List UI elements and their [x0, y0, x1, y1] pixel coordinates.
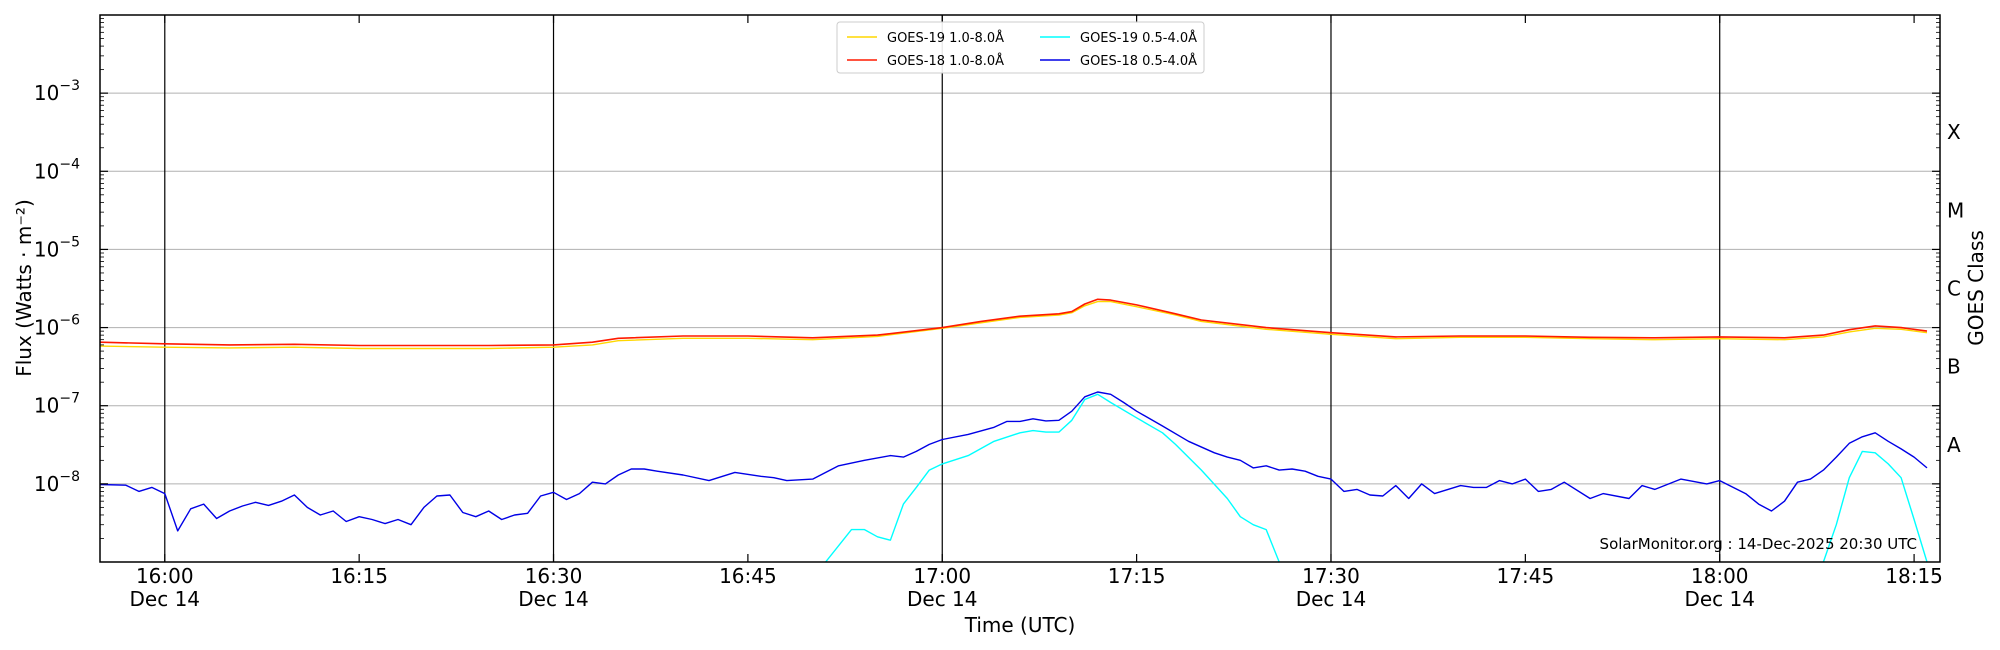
y-tick-label: 10−5: [34, 234, 80, 261]
y-axis-title: Flux (Watts · m⁻²): [12, 199, 36, 377]
x-axis-title: Time (UTC): [964, 613, 1076, 637]
y-tick-label-base: 10: [34, 394, 59, 418]
x-tick-label: 18:00: [1691, 564, 1749, 588]
x-tick-label: 17:00: [913, 564, 971, 588]
x-tick-sublabel: Dec 14: [518, 587, 589, 611]
y-tick-label: 10−3: [34, 78, 80, 105]
legend-label: GOES-18 0.5-4.0Å: [1080, 53, 1197, 69]
x-tick-label: 16:30: [525, 564, 583, 588]
y-tick-label-exponent: −3: [59, 78, 80, 94]
x-tick-sublabel: Dec 14: [1296, 587, 1367, 611]
goes-class-label: M: [1947, 198, 1964, 222]
legend-label: GOES-19 0.5-4.0Å: [1080, 30, 1197, 46]
x-tick-sublabel: Dec 14: [130, 587, 201, 611]
x-tick-label: 16:00: [136, 564, 194, 588]
y-tick-label: 10−6: [34, 313, 80, 340]
series-line-4: [100, 391, 1928, 532]
legend-label: GOES-18 1.0-8.0Å: [887, 53, 1004, 69]
legend-box: [836, 21, 1205, 74]
y-tick-label-exponent: −7: [59, 391, 80, 407]
series-line-3: [825, 393, 1280, 562]
legend-label: GOES-19 1.0-8.0Å: [887, 30, 1004, 46]
y-tick-label-exponent: −4: [59, 156, 80, 172]
x-tick-sublabel: Dec 14: [907, 587, 978, 611]
y-tick-label-base: 10: [34, 472, 59, 496]
plot-frame: [99, 14, 1941, 563]
goes-class-label: C: [1947, 277, 1961, 301]
y-tick-label-exponent: −6: [59, 313, 80, 329]
series-line-1: [100, 300, 1928, 350]
grid: [100, 92, 1940, 485]
goes-class-label: X: [1947, 120, 1961, 144]
y-tick-label: 10−4: [34, 156, 80, 183]
x-tick-label: 17:45: [1497, 564, 1555, 588]
goes-class-label: B: [1947, 355, 1961, 379]
day-gridlines: [164, 15, 1721, 562]
series-lines: [100, 298, 1928, 562]
goes-class-label: A: [1947, 433, 1961, 457]
x-tick-label: 18:15: [1885, 564, 1943, 588]
y-tick-label-base: 10: [34, 159, 59, 183]
y-tick-label: 10−7: [34, 391, 80, 418]
y-tick-label-exponent: −5: [59, 234, 80, 250]
y-tick-label-base: 10: [34, 316, 59, 340]
y-tick-label-base: 10: [34, 81, 59, 105]
x-tick-label: 16:45: [719, 564, 777, 588]
watermark: SolarMonitor.org : 14-Dec-2025 20:30 UTC: [1600, 535, 1917, 553]
series-line-2: [100, 298, 1928, 347]
y-tick-label-exponent: −8: [59, 469, 80, 485]
axis-ticks: [100, 15, 1940, 562]
series-line-3: [1822, 450, 1928, 562]
y2-axis-title: GOES Class: [1964, 230, 1988, 346]
x-tick-sublabel: Dec 14: [1684, 587, 1755, 611]
y-tick-label: 10−8: [34, 469, 80, 496]
legend: GOES-19 1.0-8.0Å GOES-18 1.0-8.0Å GOES-19 …: [836, 21, 1205, 74]
x-tick-label: 16:15: [330, 564, 388, 588]
x-tick-label: 17:30: [1302, 564, 1360, 588]
y-tick-label-base: 10: [34, 237, 59, 261]
x-tick-label: 17:15: [1108, 564, 1166, 588]
